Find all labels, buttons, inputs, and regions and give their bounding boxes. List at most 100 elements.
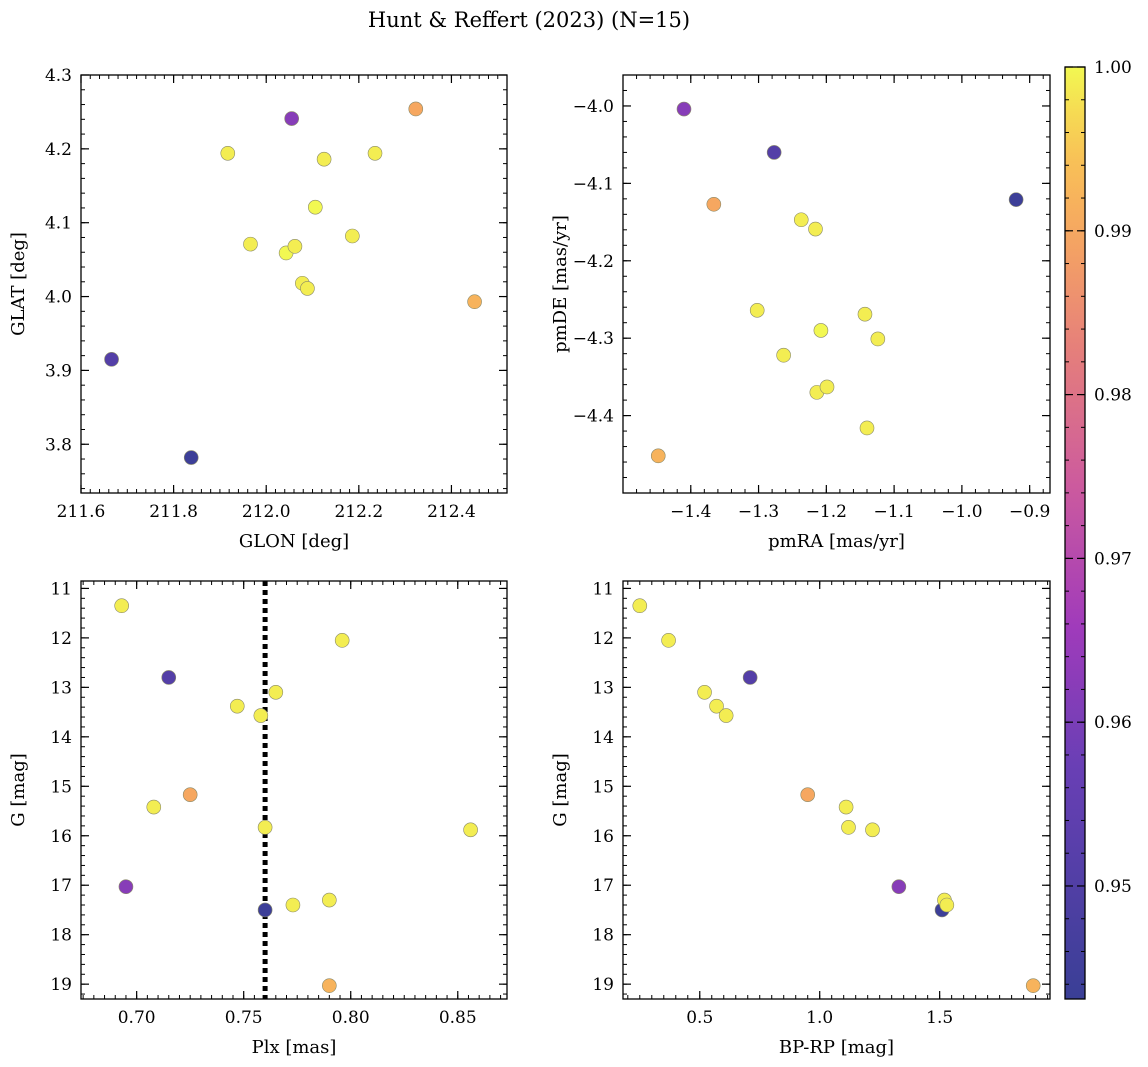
scatter-point (891, 879, 907, 895)
x-tick-label: 0.80 (332, 1008, 370, 1028)
scatter-point (322, 892, 337, 908)
y-tick-label: 11 (592, 579, 614, 599)
x-tick-label: 211.8 (149, 502, 198, 522)
y-tick-label: −4.4 (573, 407, 614, 427)
scatter-point (182, 787, 198, 802)
y-tick-label: 3.9 (45, 361, 72, 381)
y-tick-label: 19 (50, 975, 72, 995)
colorbar-tick-label: 0.95 (1094, 877, 1132, 897)
colorbar-tick-label: 0.96 (1094, 713, 1132, 733)
x-tick-label: 0.70 (118, 1008, 156, 1028)
scatter-point (813, 323, 829, 338)
y-tick-label: 12 (50, 629, 72, 649)
scatter-point (838, 799, 854, 815)
y-axis-label: pmDE [mas/yr] (550, 215, 571, 353)
panel-2: −1.4 −1.3 −1.2 −1.1 −1.0 −0.9 −4.4 −4.3 −4.2 −4.1… (550, 74, 1051, 552)
scatter-point (819, 379, 835, 395)
scatter-point (183, 450, 199, 465)
x-tick-label: 211.6 (57, 502, 106, 522)
scatter-point (661, 633, 676, 648)
axes-frame (80, 74, 508, 494)
scatter-point (857, 306, 873, 322)
minor-ticks (622, 74, 1050, 494)
scatter-point (146, 799, 162, 815)
y-tick-label: 14 (50, 728, 72, 748)
scatter-point (939, 897, 955, 913)
scatter-points (114, 598, 478, 993)
scatter-point (220, 145, 236, 161)
scatter-point (766, 145, 782, 160)
scatter-point (253, 708, 269, 723)
y-tick-label: −4.0 (573, 97, 614, 117)
scatter-point (316, 151, 332, 167)
axes-frame (622, 74, 1051, 494)
scatter-point (300, 281, 315, 296)
y-tick-label: 17 (592, 876, 614, 896)
scatter-point (307, 199, 323, 215)
scatter-point (776, 347, 791, 363)
scatter-point (257, 820, 273, 835)
x-tick-label: −1.1 (873, 502, 914, 522)
axes-frame (80, 580, 508, 1000)
colorbar-tick-label: 0.98 (1094, 386, 1132, 406)
scatter-point (676, 101, 692, 117)
x-tick-label: 0.75 (225, 1008, 263, 1028)
scatter-point (104, 352, 119, 367)
scatter-point (367, 145, 383, 161)
x-axis-label: pmRA [mas/yr] (768, 531, 905, 552)
scatter-points (632, 598, 1041, 993)
panels: 211.6 211.8 212.0 212.2 212.4 3.8 3.9 4.0 4.1 4.2… (8, 66, 1051, 1058)
scatter-point (870, 331, 886, 347)
scatter-point (322, 978, 337, 993)
scatter-point (841, 820, 856, 835)
scatter-point (793, 212, 809, 228)
scatter-point (243, 236, 258, 252)
y-tick-label: 13 (50, 678, 72, 698)
y-tick-label: 11 (50, 579, 72, 599)
x-tick-label: −1.4 (670, 502, 711, 522)
y-tick-label: 16 (592, 827, 614, 847)
scatter-point (865, 822, 880, 838)
scatter-point (650, 448, 666, 464)
scatter-point (229, 698, 245, 714)
y-tick-label: 14 (592, 728, 614, 748)
scatter-point (114, 598, 129, 614)
scatter-point (257, 902, 273, 918)
scatter-point (859, 420, 875, 436)
scatter-point (709, 698, 724, 714)
scatter-point (1008, 192, 1024, 207)
scatter-point (463, 822, 478, 838)
y-axis-label: GLAT [deg] (8, 232, 29, 336)
x-tick-label: 0.85 (439, 1008, 477, 1028)
x-tick-label: −0.9 (1009, 502, 1050, 522)
y-tick-label: −4.1 (573, 174, 614, 194)
y-tick-label: −4.3 (573, 329, 614, 349)
scatter-point (287, 239, 303, 254)
x-axis-label: GLON [deg] (239, 531, 349, 552)
y-tick-label: 15 (50, 777, 72, 797)
y-tick-label: 4.3 (45, 66, 72, 86)
x-tick-label: 0.5 (686, 1008, 713, 1028)
scatter-point (118, 879, 134, 895)
scatter-point (284, 111, 299, 126)
colorbar: 0.95 0.96 0.97 0.98 0.99 1.00 (1064, 58, 1132, 1000)
x-tick-label: 1.0 (806, 1008, 833, 1028)
x-tick-label: 212.4 (427, 502, 476, 522)
colorbar-tick-label: 0.97 (1094, 549, 1132, 569)
colorbar-tick-label: 0.99 (1094, 222, 1132, 242)
scatter-point (1025, 978, 1041, 993)
figure-title: Hunt & Reffert (2023) (N=15) (368, 8, 690, 32)
scatter-point (285, 897, 301, 913)
scatter-point (632, 598, 648, 614)
y-tick-label: 13 (592, 678, 614, 698)
y-tick-label: 4.2 (45, 140, 72, 160)
scatter-point (800, 787, 816, 802)
x-tick-label: −1.0 (941, 502, 982, 522)
y-tick-label: 18 (592, 926, 614, 946)
minor-ticks (80, 74, 508, 493)
scatter-point (742, 670, 758, 685)
y-tick-label: 3.8 (45, 435, 72, 455)
y-tick-label: 17 (50, 876, 72, 896)
scatter-point (697, 685, 712, 700)
